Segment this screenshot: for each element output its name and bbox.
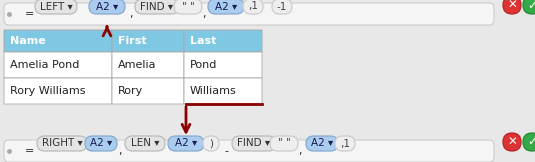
Text: ✓: ✓ (527, 135, 535, 149)
FancyBboxPatch shape (523, 0, 535, 14)
Text: FIND ▾: FIND ▾ (238, 139, 271, 149)
Text: ✕: ✕ (507, 135, 517, 149)
FancyBboxPatch shape (503, 0, 521, 14)
Text: ✓: ✓ (527, 0, 535, 12)
Text: A2 ▾: A2 ▾ (311, 139, 333, 149)
FancyBboxPatch shape (243, 0, 263, 14)
FancyBboxPatch shape (208, 0, 244, 14)
FancyBboxPatch shape (4, 3, 494, 25)
FancyBboxPatch shape (184, 52, 262, 78)
FancyBboxPatch shape (4, 140, 494, 162)
FancyBboxPatch shape (184, 78, 262, 104)
Text: ,: , (129, 9, 133, 19)
Text: Pond: Pond (190, 60, 217, 70)
FancyBboxPatch shape (306, 136, 338, 151)
Text: LEN ▾: LEN ▾ (131, 139, 159, 149)
Text: ,1: ,1 (248, 1, 258, 12)
FancyBboxPatch shape (112, 30, 184, 52)
FancyBboxPatch shape (335, 136, 355, 151)
FancyBboxPatch shape (503, 133, 521, 151)
Text: Williams: Williams (190, 86, 237, 96)
Text: -: - (224, 146, 228, 156)
FancyBboxPatch shape (37, 136, 87, 151)
FancyBboxPatch shape (89, 0, 125, 14)
Text: =: = (25, 146, 35, 156)
FancyBboxPatch shape (35, 0, 77, 14)
Text: Amelia Pond: Amelia Pond (10, 60, 79, 70)
Text: First: First (118, 36, 147, 46)
Text: RIGHT ▾: RIGHT ▾ (42, 139, 82, 149)
FancyBboxPatch shape (4, 52, 112, 78)
FancyBboxPatch shape (184, 30, 262, 52)
FancyBboxPatch shape (135, 0, 179, 14)
Text: FIND ▾: FIND ▾ (140, 1, 173, 12)
FancyBboxPatch shape (112, 52, 184, 78)
Text: A2 ▾: A2 ▾ (215, 1, 237, 12)
FancyBboxPatch shape (4, 30, 112, 52)
Text: =: = (25, 9, 35, 19)
FancyBboxPatch shape (523, 133, 535, 151)
Text: A2 ▾: A2 ▾ (90, 139, 112, 149)
Text: A2 ▾: A2 ▾ (175, 139, 197, 149)
Text: Last: Last (190, 36, 216, 46)
FancyBboxPatch shape (125, 136, 165, 151)
FancyBboxPatch shape (270, 136, 298, 151)
FancyBboxPatch shape (168, 136, 204, 151)
FancyBboxPatch shape (112, 78, 184, 104)
FancyBboxPatch shape (272, 0, 292, 14)
Text: ): ) (209, 139, 213, 149)
FancyBboxPatch shape (85, 136, 117, 151)
FancyBboxPatch shape (174, 0, 202, 14)
Text: ✕: ✕ (507, 0, 517, 12)
Text: A2 ▾: A2 ▾ (96, 1, 118, 12)
Text: ,: , (118, 146, 122, 156)
Text: ,1: ,1 (340, 139, 350, 149)
Text: " ": " " (181, 1, 194, 12)
Text: Rory Williams: Rory Williams (10, 86, 86, 96)
FancyBboxPatch shape (4, 78, 112, 104)
FancyBboxPatch shape (203, 136, 219, 151)
Text: Rory: Rory (118, 86, 143, 96)
Text: Name: Name (10, 36, 46, 46)
Text: -1: -1 (277, 1, 287, 12)
Text: ,: , (298, 146, 302, 156)
FancyBboxPatch shape (232, 136, 276, 151)
Text: LEFT ▾: LEFT ▾ (40, 1, 72, 12)
Text: Amelia: Amelia (118, 60, 157, 70)
Text: " ": " " (278, 139, 291, 149)
Text: ,: , (202, 9, 206, 19)
